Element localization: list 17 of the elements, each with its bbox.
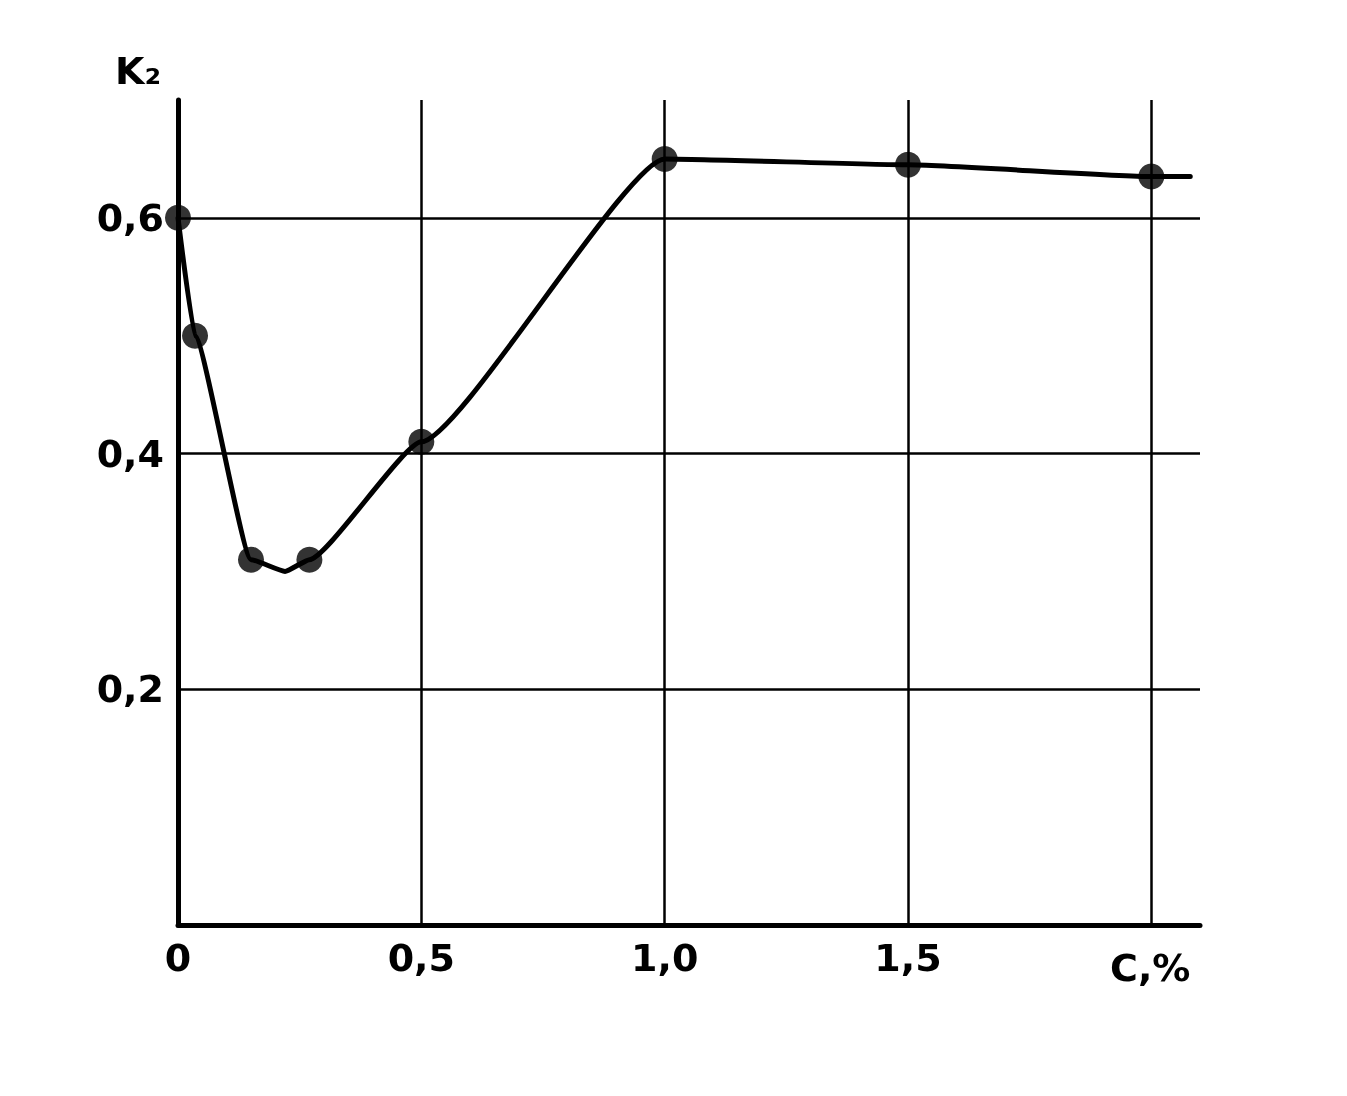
x-tick-label: 1,0 [631, 936, 699, 980]
y-axis-title: K₂ [114, 49, 162, 93]
point [238, 546, 264, 573]
x-tick-label: 0,5 [387, 936, 455, 980]
y-tick-label: 0,6 [96, 195, 164, 240]
point [1138, 163, 1165, 190]
x-axis-title: C,% [1110, 946, 1191, 990]
point [296, 546, 323, 573]
y-tick-label: 0,2 [96, 667, 164, 712]
y-tick-label: 0,4 [96, 431, 164, 476]
point [165, 204, 191, 231]
point [182, 322, 209, 349]
point [895, 151, 921, 178]
point [651, 145, 678, 172]
x-tick-label: 1,5 [874, 936, 942, 980]
point [408, 428, 435, 455]
x-tick-label: 0 [164, 936, 192, 980]
